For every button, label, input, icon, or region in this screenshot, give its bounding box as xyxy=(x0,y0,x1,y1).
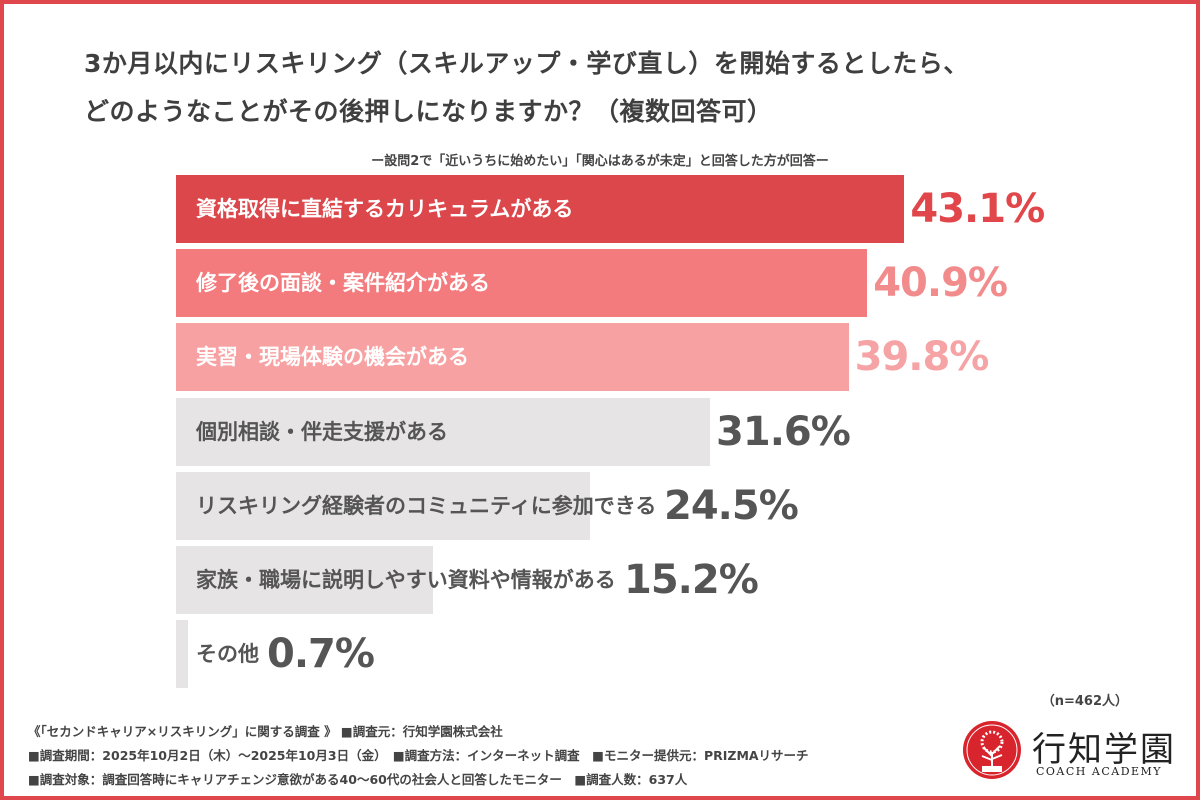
title-line-1: 3か月以内にリスキリング（スキルアップ・学び直し）を開始するとしたら、 xyxy=(84,49,969,78)
value-label: 31.6% xyxy=(716,408,851,455)
bar xyxy=(176,323,849,392)
bar-label: その他 xyxy=(196,642,259,667)
value-label: 0.7% xyxy=(267,631,375,678)
value-label: 15.2% xyxy=(624,557,759,603)
chart-title: 3か月以内にリスキリング（スキルアップ・学び直し）を開始するとしたら、 どのよう… xyxy=(84,40,969,136)
sample-size: （n=462人） xyxy=(1041,694,1128,709)
value-label: 43.1% xyxy=(910,186,1045,232)
logo-name: 行知学園 xyxy=(1032,730,1176,770)
value-label: 40.9% xyxy=(873,260,1008,307)
bar-label: リスキリング経験者のコミュニティに参加できる xyxy=(196,493,657,518)
footer-line-1: 《「セカンドキャリア×リスキリング」に関する調査 》 ■調査元：行知学園株式会社 xyxy=(28,724,503,739)
footer-line-3: ■調査対象：調査回答時にキャリアチェンジ意欲がある40～60代の社会人と回答した… xyxy=(28,772,688,787)
bar xyxy=(176,175,905,243)
bar-label: 個別相談・伴走支援がある xyxy=(196,419,448,444)
bar-label: 資格取得に直結するカリキュラムがある xyxy=(196,197,574,221)
value-label: 39.8% xyxy=(854,334,990,381)
bar xyxy=(176,249,868,318)
title-line-2: どのようなことがその後押しになりますか？（複数回答可） xyxy=(84,97,773,126)
logo-tree-icon xyxy=(963,721,1021,779)
bar-label: 実習・現場体験の機会がある xyxy=(196,345,469,370)
bar-label: 家族・職場に説明しやすい資料や情報がある xyxy=(196,568,616,592)
logo-subtitle: COACH ACADEMY xyxy=(1036,765,1163,778)
footer-line-2: ■調査期間：2025年10月2日（木）～2025年10月3日（金） ■調査方法：… xyxy=(28,748,809,763)
bar xyxy=(176,471,591,540)
bar-label: 修了後の面談・案件紹介がある xyxy=(196,271,490,296)
bar xyxy=(176,546,433,614)
chart-subtitle: ー設問2で「近いうちに始めたい」「関心はあるが未定」と回答した方が回答ー xyxy=(371,154,829,169)
value-label: 24.5% xyxy=(664,482,799,529)
bar xyxy=(176,397,711,466)
bar xyxy=(176,620,188,689)
